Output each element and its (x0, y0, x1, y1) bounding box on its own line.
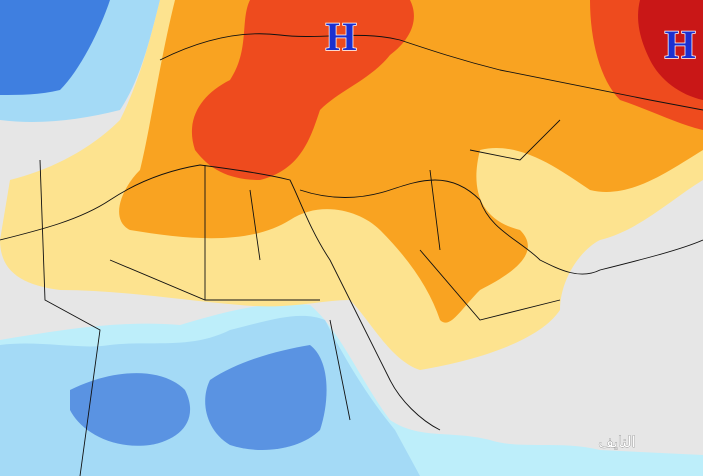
border (39, 119, 561, 476)
coastline (0, 164, 441, 431)
high-pressure-marker: H (664, 22, 695, 67)
hot-anomaly (191, 0, 414, 180)
coastline (299, 179, 703, 275)
cold-anomaly (70, 373, 191, 446)
coastline (159, 33, 703, 111)
cold-anomaly (205, 345, 327, 450)
high-pressure-marker: H (325, 14, 356, 59)
cold-anomaly (0, 0, 110, 95)
hot-anomaly (638, 0, 703, 100)
watermark: النايف (598, 433, 636, 451)
